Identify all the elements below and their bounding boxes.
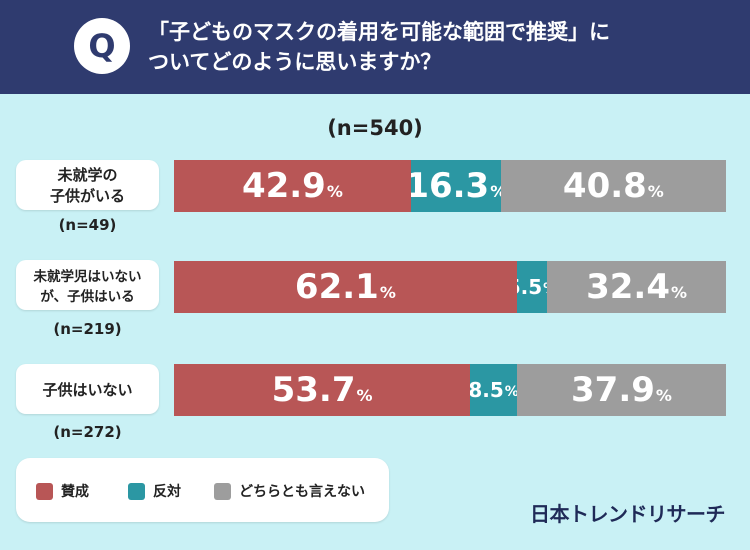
legend-item: どちらとも言えない xyxy=(214,481,365,501)
bar-segment: 32.4% xyxy=(547,261,726,313)
bar-value-label: 53.7 xyxy=(271,370,356,410)
legend-label: 反対 xyxy=(153,484,181,500)
category-label: 未就学児はいない が、子供はいる xyxy=(16,260,159,310)
total-sample-size: (n=540) xyxy=(327,116,423,140)
category-sample-size: (n=272) xyxy=(53,423,122,441)
bar-value-label: 40.8 xyxy=(562,166,647,206)
brand-logo: 日本トレンドリサーチ xyxy=(530,502,726,526)
bar-segment: 8.5% xyxy=(470,364,517,416)
category-label-text: 未就学児はいない が、子供はいる xyxy=(33,269,142,305)
bar-segment: 53.7% xyxy=(174,364,471,416)
bar-segment: 16.3% xyxy=(410,160,501,212)
bar-row: 42.9%16.3%40.8% xyxy=(174,160,726,212)
bar-segment: 42.9% xyxy=(174,160,411,212)
category-sample-size: (n=219) xyxy=(53,320,122,338)
bar-value-unit: % xyxy=(379,282,396,302)
bar-segment: 62.1% xyxy=(174,261,517,313)
bar-row: 62.1%5.5%32.4% xyxy=(174,261,726,313)
question-header: Q 「子どものマスクの着用を可能な範囲で推奨」に ついてどのように思いますか？ xyxy=(0,0,750,94)
question-badge: Q xyxy=(74,18,130,74)
category-label-text: 子供はいない xyxy=(42,380,133,399)
bar-value-label: 37.9 xyxy=(571,370,655,410)
legend-label: 賛成 xyxy=(61,484,89,500)
question-text: 「子どものマスクの着用を可能な範囲で推奨」に ついてどのように思いますか？ xyxy=(148,17,728,77)
legend: 賛成 反対 どちらとも言えない xyxy=(16,458,389,522)
bar-segment: 40.8% xyxy=(500,160,726,212)
legend-item: 反対 xyxy=(128,481,181,501)
legend-swatch-neutral xyxy=(214,482,231,500)
category-label-text: 未就学の 子供がいる xyxy=(49,166,125,205)
bar-value-label: 42.9 xyxy=(241,166,326,206)
bar-value-unit: % xyxy=(655,385,672,405)
bar-value-label: 32.4 xyxy=(586,267,670,307)
bar-value-unit: % xyxy=(647,181,664,201)
bar-value-label: 62.1 xyxy=(294,267,379,307)
bar-value-label: 16.3 xyxy=(410,166,490,206)
legend-swatch-disagree xyxy=(128,482,145,500)
legend-swatch-agree xyxy=(36,482,53,500)
question-line-2: ついてどのように思いますか？ xyxy=(148,50,442,74)
bar-row: 53.7%8.5%37.9% xyxy=(174,364,726,416)
bar-value-label: 5.5 xyxy=(517,275,543,299)
legend-item: 賛成 xyxy=(36,481,89,501)
bar-value-label: 8.5 xyxy=(470,378,504,402)
category-label: 未就学の 子供がいる xyxy=(16,160,159,210)
question-line-1: 「子どものマスクの着用を可能な範囲で推奨」に xyxy=(148,20,610,44)
bar-segment: 5.5% xyxy=(516,261,548,313)
bar-value-unit: % xyxy=(490,182,501,201)
bar-value-unit: % xyxy=(505,384,517,400)
category-label: 子供はいない xyxy=(16,364,159,414)
legend-label: どちらとも言えない xyxy=(239,484,365,500)
bar-value-unit: % xyxy=(543,281,547,297)
bar-value-unit: % xyxy=(356,385,373,405)
bar-segment: 37.9% xyxy=(516,364,726,416)
bar-value-unit: % xyxy=(326,181,343,201)
bar-value-unit: % xyxy=(670,282,688,302)
category-sample-size: (n=49) xyxy=(58,216,117,234)
